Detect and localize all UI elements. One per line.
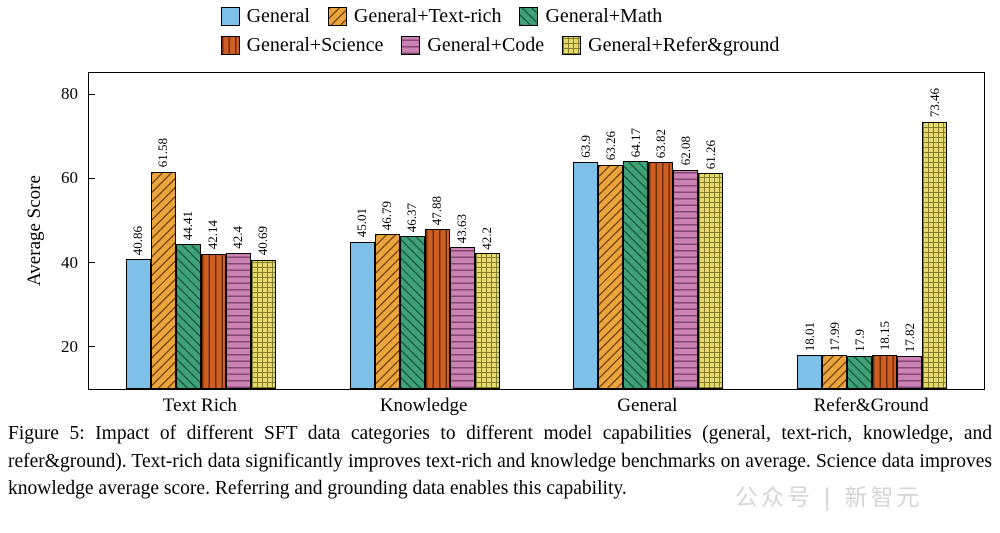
x-category-label: Refer&Ground <box>813 395 929 416</box>
legend-swatch <box>519 7 539 26</box>
legend-label: General+Text-rich <box>353 5 502 27</box>
legend-item: General+Code <box>401 34 544 57</box>
bar <box>374 234 400 389</box>
bar-value-label: 40.86 <box>130 225 146 255</box>
x-category-label: Knowledge <box>379 395 468 416</box>
y-tick-label: 20 <box>61 336 78 356</box>
bar <box>250 259 276 389</box>
plot-area: 40.86 61.58 44.41 42.14 42.4 40.69 45.01 46.79 4… <box>88 72 985 390</box>
bar-value-label: 18.15 <box>876 321 892 351</box>
bar-value-label: 47.88 <box>429 196 445 226</box>
bar-value-label: 43.63 <box>454 214 470 244</box>
legend-row: General General+Text-rich General+Math <box>220 5 780 28</box>
bar <box>872 354 898 389</box>
bar <box>698 173 724 389</box>
bar-value-label: 17.9 <box>851 328 867 352</box>
bar <box>125 258 151 389</box>
bar-value-label: 61.26 <box>702 139 718 170</box>
legend-row: General+Science General+Code General+Refer… <box>220 34 779 57</box>
bar <box>673 169 699 389</box>
legend-item: General+Science <box>220 34 384 57</box>
bar <box>797 355 823 389</box>
bar-value-label: 18.01 <box>801 322 817 352</box>
legend-swatch <box>220 36 240 55</box>
bar-value-label: 46.37 <box>404 202 420 232</box>
bar <box>623 160 649 389</box>
legend-swatch <box>401 36 421 55</box>
y-tick-label: 40 <box>61 252 78 272</box>
bar <box>822 355 848 389</box>
legend-item: General+Text-rich <box>327 5 502 28</box>
bar-value-label: 17.82 <box>901 322 917 353</box>
bar-value-label: 46.79 <box>379 200 395 230</box>
legend-label: General+Math <box>545 5 663 27</box>
legend-wrap: General General+Text-rich General+Math Gene… <box>0 5 1000 57</box>
bar <box>175 244 201 389</box>
legend-label: General+Refer&ground <box>588 34 780 56</box>
bar <box>598 164 624 389</box>
legend-label: General+Code <box>427 34 545 56</box>
bar-value-label: 17.99 <box>826 322 842 352</box>
bar <box>200 253 226 389</box>
bar-value-label: 64.17 <box>627 127 643 157</box>
bar <box>150 171 176 389</box>
bar-value-label: 42.4 <box>230 225 246 249</box>
bar-value-label: 63.82 <box>652 129 668 159</box>
y-tick-mark <box>89 346 95 348</box>
bar <box>399 235 425 389</box>
bar-value-label: 62.08 <box>677 136 693 166</box>
figure-caption: Figure 5: Impact of different SFT data c… <box>8 423 992 500</box>
x-category-label: Text Rich <box>162 395 237 416</box>
bar <box>573 161 599 389</box>
bar-value-label: 45.01 <box>354 208 370 238</box>
y-tick-label: 80 <box>61 84 78 104</box>
bar-value-label: 42.2 <box>479 226 495 250</box>
bar <box>847 355 873 389</box>
x-category-label: General <box>617 395 678 416</box>
bar-value-label: 40.69 <box>255 226 271 256</box>
bar <box>449 247 475 389</box>
bar <box>922 121 948 389</box>
legend-swatch <box>562 36 582 55</box>
legend-label: General+Science <box>246 34 384 56</box>
bar-value-label: 73.46 <box>926 88 942 118</box>
y-tick-mark <box>89 177 95 179</box>
bar-value-label: 44.41 <box>180 210 196 241</box>
legend-item: General <box>220 5 310 28</box>
y-tick-label: 60 <box>61 168 78 188</box>
y-tick-mark <box>89 262 95 264</box>
bar-value-label: 42.14 <box>205 220 221 250</box>
bar <box>648 162 674 389</box>
y-tick-mark <box>89 93 95 95</box>
bar <box>225 252 251 389</box>
bar-value-label: 63.9 <box>577 135 593 158</box>
legend-item: General+Refer&ground <box>562 34 779 57</box>
bar <box>349 241 375 389</box>
bar-value-label: 63.26 <box>602 131 618 161</box>
bar <box>897 356 923 389</box>
legend-label: General <box>246 5 310 27</box>
bar <box>474 253 500 389</box>
legend-item: General+Math <box>519 5 662 28</box>
legend-swatch <box>220 7 240 26</box>
bar <box>424 229 450 389</box>
bar-value-label: 61.58 <box>155 138 171 168</box>
legend-swatch <box>327 7 347 26</box>
legend: General General+Text-rich General+Math Gene… <box>220 5 780 57</box>
